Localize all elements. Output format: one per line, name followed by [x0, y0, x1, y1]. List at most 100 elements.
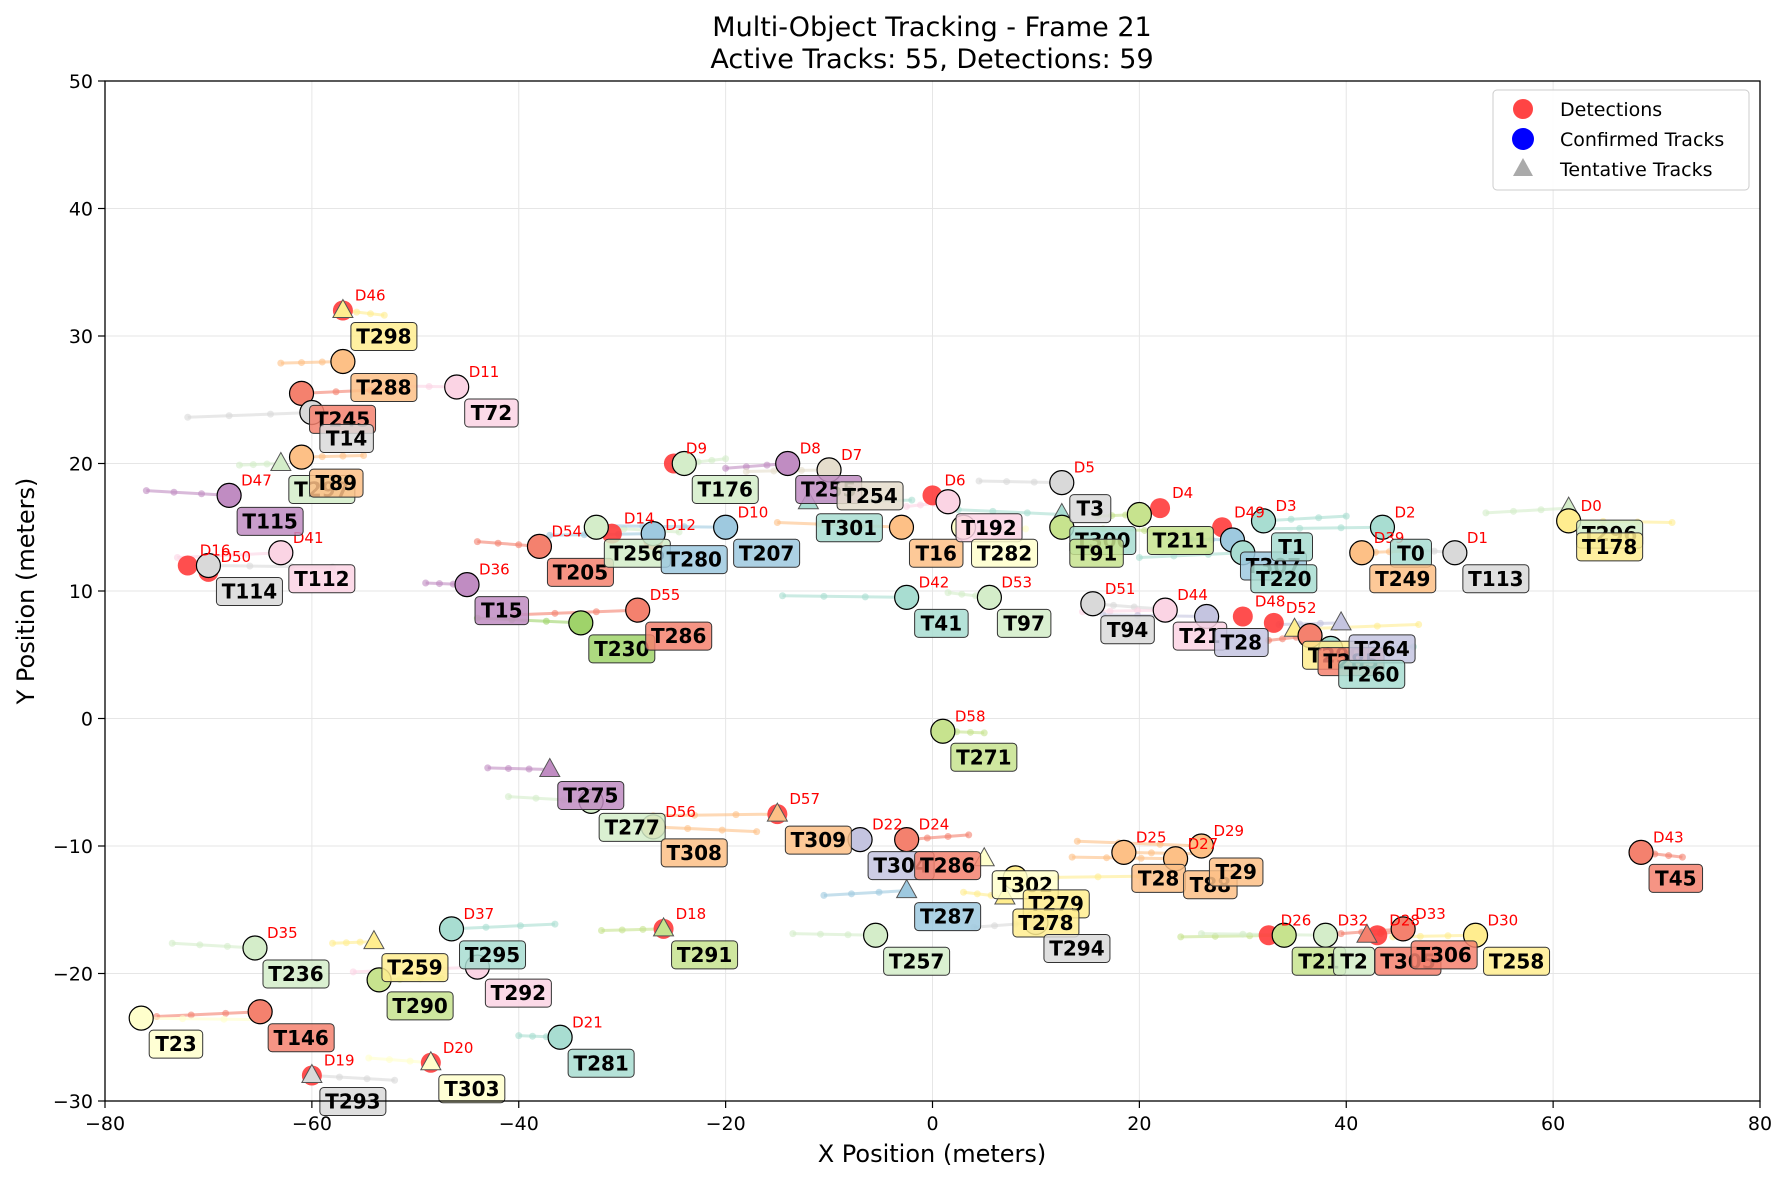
- confirmed-track-marker: [713, 514, 739, 540]
- confirmed-track-marker: [330, 348, 356, 375]
- trajectory-point: [1373, 622, 1381, 630]
- track-label-group: T176: [691, 475, 759, 504]
- track-label: T264: [1354, 637, 1409, 661]
- trajectory-point: [494, 539, 502, 547]
- trajectory-point: [184, 413, 192, 421]
- track-label-box: [288, 564, 356, 594]
- trajectory-point: [525, 765, 533, 773]
- trajectory-point: [875, 888, 883, 896]
- confirmed-track-marker: [888, 514, 915, 540]
- track-label-box: [215, 577, 283, 606]
- confirmed-track-marker: [1312, 922, 1339, 948]
- trajectory-point: [844, 931, 852, 939]
- detection-marker: [1263, 612, 1284, 633]
- trajectory-point: [732, 811, 740, 819]
- y-tick-label: −30: [53, 1091, 93, 1113]
- y-tick-label: 10: [69, 581, 93, 603]
- track-label-group: T236: [262, 959, 330, 989]
- y-tick-label: 0: [81, 709, 93, 731]
- trajectory-point: [1110, 601, 1118, 609]
- trajectory-point: [198, 490, 206, 498]
- track-label-box: [971, 538, 1039, 568]
- trajectory-point: [196, 941, 204, 949]
- track-label: T89: [316, 471, 357, 495]
- trajectory-line: [979, 479, 1062, 485]
- confirmed-track-marker: [1369, 514, 1396, 540]
- trajectory-point: [335, 1073, 343, 1081]
- trajectory-point: [1023, 509, 1031, 517]
- track-label-box: [733, 538, 801, 568]
- track-label-group: T282: [971, 538, 1039, 568]
- track-label: T271: [956, 745, 1011, 769]
- trajectory-point: [1668, 518, 1676, 526]
- legend-tentative-marker: [1513, 158, 1533, 176]
- trajectory-point: [318, 358, 326, 366]
- track-label-box: [1146, 526, 1214, 555]
- track-label-group: T1: [1271, 532, 1313, 562]
- tentative-track-marker: [652, 916, 675, 937]
- confirmed-track-marker: [1390, 916, 1416, 942]
- track-label-group: T264: [1348, 634, 1416, 664]
- track-label: T275: [563, 784, 618, 808]
- trajectory-line: [239, 462, 281, 467]
- trajectory-point: [847, 890, 855, 898]
- trajectory-line: [653, 812, 778, 818]
- trajectory-point: [753, 828, 761, 836]
- x-tick-label: 80: [1748, 1113, 1772, 1135]
- track-label-group: T97: [996, 608, 1052, 638]
- trajectory-point: [618, 926, 626, 934]
- confirmed-track-marker: [1271, 922, 1297, 948]
- trajectory-point: [504, 793, 512, 801]
- confirmed-track-marker: [444, 374, 470, 400]
- trajectory-line: [1258, 525, 1383, 531]
- track-label: T290: [392, 994, 447, 1018]
- track-label-group: T28: [1131, 863, 1186, 893]
- confirmed-track-marker: [288, 444, 315, 470]
- trajectory-point: [365, 1054, 373, 1062]
- detection-label: D14: [624, 510, 655, 528]
- trajectory-point: [675, 528, 683, 536]
- detection-label: D7: [841, 446, 862, 464]
- confirmed-track-marker: [128, 1005, 154, 1031]
- detection-label: D8: [800, 440, 821, 458]
- x-tick-label: 0: [926, 1113, 938, 1135]
- confirmed-track-marker: [894, 584, 920, 610]
- track-label: T230: [594, 637, 649, 661]
- trajectory-point: [363, 1075, 371, 1083]
- trajectory-point: [1296, 524, 1304, 532]
- trajectory-point: [529, 1032, 537, 1040]
- trajectory-point: [861, 593, 869, 601]
- legend-detections-label: Detections: [1560, 99, 1662, 121]
- x-tick-label: −80: [85, 1113, 125, 1135]
- x-tick-label: −40: [499, 1113, 539, 1135]
- detection-label: D9: [686, 440, 707, 458]
- trajectory-point: [1287, 515, 1295, 523]
- detection-label: D21: [572, 1013, 603, 1031]
- track-label: T113: [1468, 567, 1523, 591]
- track-label-box: [1648, 863, 1704, 893]
- confirmed-track-marker: [526, 533, 553, 559]
- track-label: T280: [667, 548, 722, 572]
- detection-label: D37: [464, 905, 495, 923]
- track-label-box: [1214, 628, 1269, 657]
- trajectory-point: [916, 501, 924, 509]
- axis-ticks: −80 −60 −40 −20 0 20 40 60 80 −30 −20 −10 0 10 20 30 40 5…: [53, 71, 1772, 1135]
- detection-label: D32: [1338, 911, 1369, 929]
- trajectory-point: [1665, 852, 1673, 860]
- track-label-group: T292: [484, 978, 552, 1008]
- detection-label: D27: [1188, 835, 1219, 853]
- chart-subtitle: Active Tracks: 55, Detections: 59: [710, 44, 1153, 75]
- trajectory-point: [816, 930, 824, 938]
- trajectory-point: [820, 891, 828, 899]
- trajectory-point: [242, 550, 250, 558]
- trajectory-point: [339, 452, 347, 460]
- trajectory-point: [220, 1015, 228, 1023]
- track-label: T288: [356, 376, 411, 400]
- track-label: T303: [444, 1077, 499, 1101]
- detection-label: D46: [355, 287, 386, 305]
- trajectory-point: [353, 308, 361, 316]
- trajectory-point: [318, 453, 326, 461]
- confirmed-track-marker: [1152, 597, 1178, 623]
- track-label: T259: [387, 956, 442, 980]
